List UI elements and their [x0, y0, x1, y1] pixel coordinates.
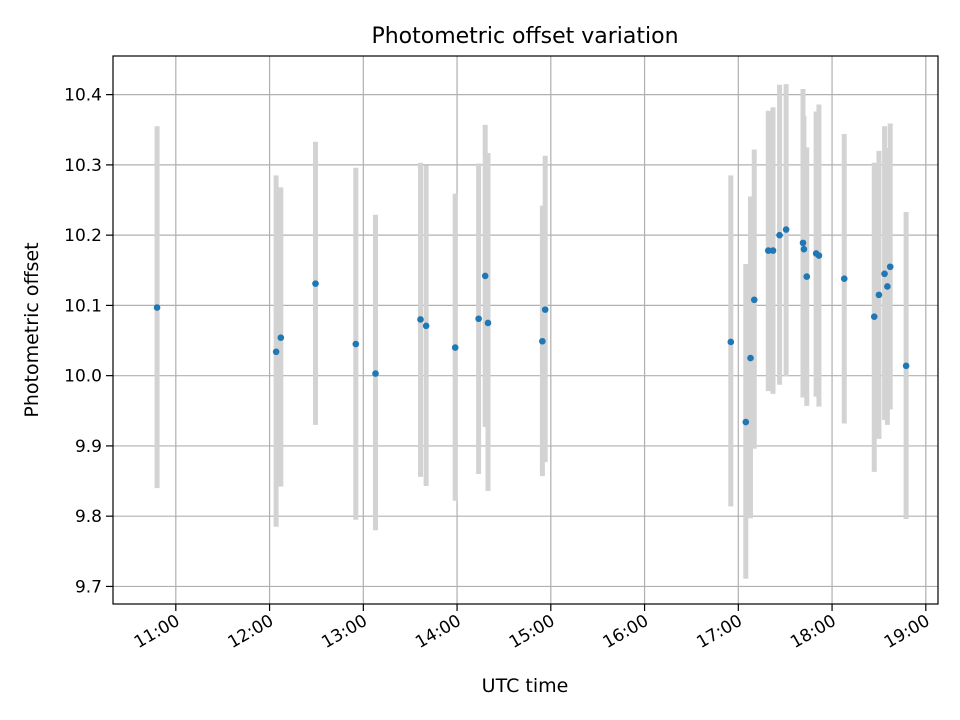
- data-point-8: [451, 344, 459, 351]
- data-point-26: [815, 252, 823, 259]
- y-tick-label-4: 10.1: [64, 296, 102, 316]
- y-tick-label-2: 9.9: [75, 437, 102, 457]
- data-point-10: [481, 272, 489, 280]
- data-point-5: [372, 370, 379, 377]
- data-point-9: [475, 315, 482, 323]
- data-point-31: [884, 283, 891, 290]
- data-point-22: [799, 239, 807, 247]
- data-point-23: [800, 245, 808, 253]
- data-point-12: [539, 337, 546, 345]
- data-point-4: [352, 340, 360, 348]
- data-point-33: [902, 362, 910, 370]
- data-point-32: [886, 263, 894, 271]
- data-point-27: [840, 275, 848, 283]
- data-point-11: [484, 319, 492, 327]
- data-point-6: [417, 316, 424, 323]
- grid-layer: [113, 56, 938, 604]
- data-point-14: [727, 338, 735, 346]
- data-point-13: [541, 306, 549, 313]
- y-tick-label-6: 10.3: [64, 156, 102, 176]
- data-point-1: [272, 348, 280, 356]
- data-point-20: [776, 231, 783, 239]
- data-point-7: [422, 322, 430, 330]
- x-axis-label: UTC time: [482, 675, 569, 697]
- y-tick-label-1: 9.8: [75, 507, 102, 527]
- plot-frame: [112, 55, 939, 605]
- data-point-24: [803, 273, 811, 280]
- data-point-2: [277, 334, 285, 342]
- data-point-19: [769, 247, 777, 254]
- data-point-29: [875, 291, 883, 299]
- data-point-3: [312, 280, 319, 287]
- y-tick-label-5: 10.2: [64, 226, 102, 246]
- chart-title: Photometric offset variation: [371, 24, 678, 49]
- data-point-30: [881, 270, 888, 278]
- y-tick-label-0: 9.7: [75, 577, 102, 597]
- data-point-16: [747, 354, 754, 362]
- data-point-21: [782, 226, 790, 233]
- data-point-18: [765, 247, 772, 254]
- data-point-17: [750, 296, 758, 304]
- data-point-0: [153, 304, 161, 311]
- point-layer: [153, 226, 910, 426]
- y-tick-label-7: 10.4: [64, 86, 102, 106]
- data-point-28: [870, 313, 878, 320]
- y-axis-label: Photometric offset: [21, 242, 43, 417]
- y-tick-label-3: 10.0: [64, 367, 102, 387]
- data-point-15: [742, 418, 750, 426]
